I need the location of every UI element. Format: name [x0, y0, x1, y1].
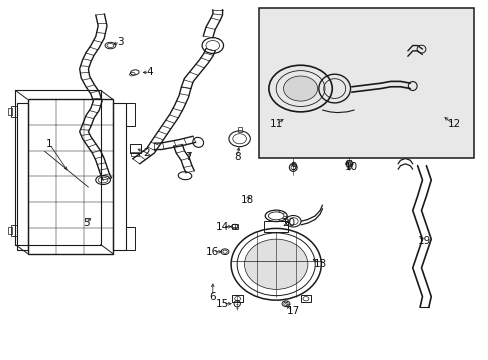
- Bar: [8, 108, 12, 116]
- Text: 17: 17: [286, 306, 299, 316]
- Bar: [11, 107, 17, 117]
- Text: 20: 20: [281, 218, 294, 228]
- Text: 10: 10: [345, 162, 358, 172]
- Bar: [264, 221, 288, 232]
- Bar: [113, 103, 126, 250]
- Bar: [11, 225, 17, 235]
- Text: 3: 3: [117, 37, 123, 47]
- Text: 5: 5: [82, 218, 89, 228]
- Text: 18: 18: [240, 195, 253, 205]
- Bar: [126, 103, 135, 126]
- Text: 19: 19: [417, 236, 430, 246]
- Circle shape: [283, 76, 317, 101]
- Text: 2: 2: [143, 148, 150, 158]
- Bar: [15, 90, 101, 244]
- Text: 14: 14: [216, 222, 229, 231]
- Text: 6: 6: [209, 292, 216, 302]
- Text: 4: 4: [146, 67, 152, 77]
- Bar: [126, 226, 135, 250]
- Bar: [300, 296, 311, 302]
- Text: 8: 8: [233, 152, 240, 162]
- Text: 15: 15: [216, 299, 229, 309]
- Bar: [131, 152, 139, 156]
- Text: 11: 11: [269, 120, 282, 129]
- Bar: [8, 226, 12, 234]
- Ellipse shape: [244, 239, 307, 289]
- Bar: [17, 103, 27, 250]
- Bar: [259, 8, 473, 158]
- Bar: [237, 127, 241, 132]
- Text: 1: 1: [46, 139, 53, 149]
- Text: 13: 13: [313, 259, 326, 269]
- Bar: [231, 224, 238, 229]
- Text: 9: 9: [289, 162, 296, 172]
- Bar: [27, 99, 113, 253]
- Text: 16: 16: [206, 247, 219, 257]
- Text: 12: 12: [447, 120, 460, 129]
- Bar: [130, 144, 141, 153]
- Bar: [232, 296, 243, 302]
- Text: 7: 7: [185, 152, 191, 162]
